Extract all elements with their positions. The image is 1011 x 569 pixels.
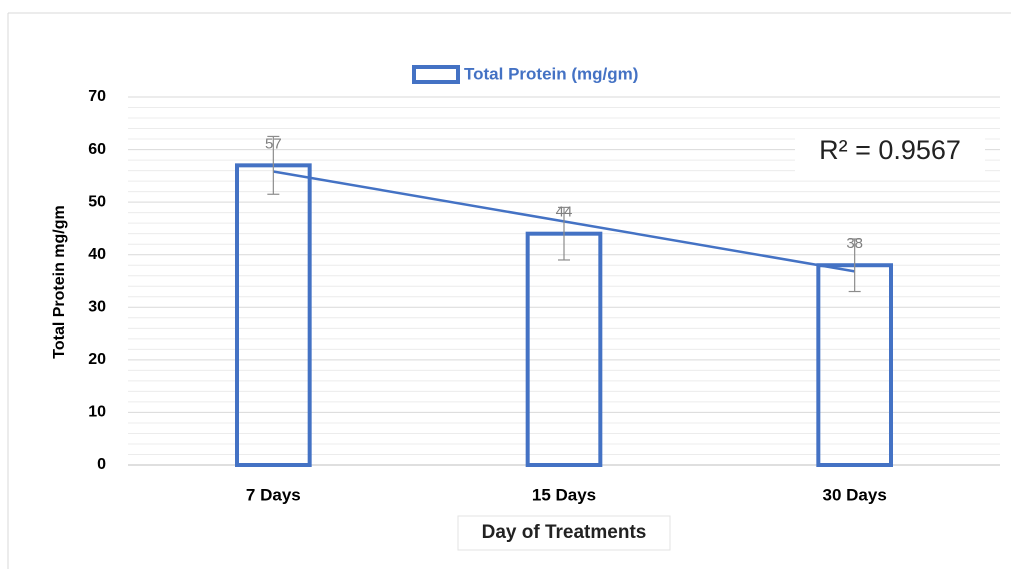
x-tick-label: 15 Days (532, 485, 596, 504)
y-axis-title: Total Protein mg/gm (51, 205, 68, 358)
y-tick-label: 10 (88, 404, 106, 421)
y-tick-label: 30 (88, 299, 106, 316)
legend-label: Total Protein (mg/gm) (464, 64, 638, 83)
x-title-box (457, 515, 671, 551)
bar (235, 163, 312, 467)
legend-swatch (412, 65, 460, 84)
y-tick-label: 0 (97, 456, 106, 473)
data-label: 38 (846, 235, 863, 252)
x-tick-label: 30 Days (823, 485, 887, 504)
annotation-box (795, 130, 985, 172)
bar (816, 263, 893, 467)
x-tick-label: 7 Days (246, 485, 301, 504)
data-label: 57 (265, 135, 282, 152)
x-axis-title: Day of Treatments (482, 522, 647, 543)
y-tick-label: 60 (88, 141, 106, 158)
y-tick-label: 40 (88, 246, 106, 263)
y-tick-label: 50 (88, 193, 106, 210)
annotation: R² = 0.9567 (819, 135, 961, 165)
data-label: 44 (556, 204, 573, 221)
y-tick-label: 70 (88, 88, 106, 105)
y-tick-label: 20 (88, 351, 106, 368)
